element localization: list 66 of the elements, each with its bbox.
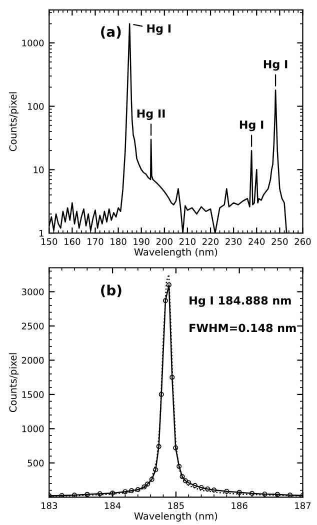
y-tick-label: 1000 [22, 425, 44, 432]
point [180, 474, 185, 480]
x-tick-label: 200 [156, 238, 172, 245]
y-tick-label: 2000 [22, 356, 44, 364]
annotation: Hg II [137, 109, 165, 120]
y-tick-label: 1500 [22, 391, 44, 398]
annotation: Hg I [240, 120, 264, 132]
x-tick-label: 186 [232, 502, 248, 510]
annotation: Hg I 184.888 nm [190, 296, 291, 307]
x-tick-label: 230 [226, 238, 242, 245]
annotation: (b) [101, 284, 122, 298]
point [173, 445, 178, 450]
point [72, 492, 77, 498]
x-tick-label: 180 [110, 238, 126, 245]
y-axis-title: Counts/pixel [9, 92, 19, 152]
point [176, 464, 182, 469]
annotation: Hg I [264, 60, 288, 71]
y-tick-label: 100 [28, 103, 44, 110]
x-axis-title: Wavelength (nm) [134, 512, 218, 522]
y-tick-label: 3000 [22, 288, 44, 296]
annotation: FWHM=0.148 nm [190, 324, 296, 332]
x-tick-label: 260 [294, 238, 311, 245]
point [224, 488, 230, 494]
x-tick-label: 170 [88, 238, 104, 245]
point [144, 482, 150, 487]
x-tick-label: 220 [202, 238, 219, 245]
y-tick-label: 500 [28, 460, 44, 466]
x-tick-label: 240 [248, 238, 265, 245]
point [162, 298, 168, 304]
point [166, 282, 172, 288]
point [198, 485, 204, 490]
point [135, 487, 140, 492]
x-tick-label: 150 [42, 238, 58, 245]
x-tick-label: 190 [134, 238, 150, 245]
point [186, 480, 192, 486]
x-tick-label: 210 [180, 238, 196, 245]
y-tick-label: 1000 [22, 40, 44, 46]
x-tick-label: 184 [104, 502, 121, 510]
point [158, 392, 164, 397]
point [97, 491, 102, 496]
x-tick-label: 160 [64, 238, 80, 245]
point [122, 489, 128, 494]
y-tick-label: 2500 [22, 322, 44, 330]
point [192, 483, 198, 488]
x-axis-title: Wavelength (nm) [134, 248, 218, 258]
point [142, 484, 147, 490]
y-tick-label: 1 [40, 230, 44, 237]
point [236, 490, 242, 495]
point [129, 488, 134, 494]
point [288, 492, 293, 498]
point [156, 444, 162, 449]
point [182, 478, 188, 484]
point [170, 374, 175, 380]
x-tick-label: 185 [168, 502, 184, 510]
point [149, 476, 154, 482]
point [211, 487, 216, 492]
x-tick-label: 183 [42, 502, 58, 510]
x-tick-label: 250 [272, 238, 288, 245]
x-tick-label: 187 [295, 502, 311, 510]
y-axis-title: Counts/pixel [9, 353, 19, 412]
point [205, 486, 210, 492]
point [250, 490, 255, 496]
y-tick-label: 10 [34, 166, 44, 174]
annotation: Hg I [147, 24, 170, 35]
point [153, 467, 158, 472]
annotation: (a) [101, 26, 121, 39]
